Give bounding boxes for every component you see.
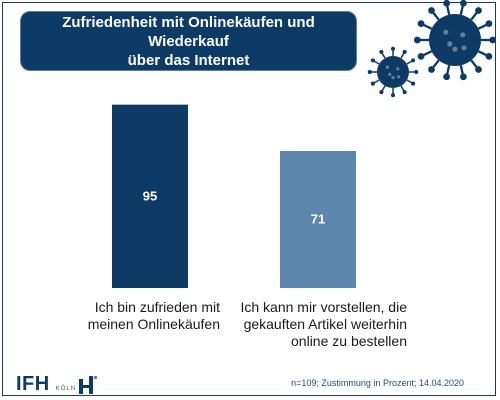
coronavirus-icon — [413, 0, 497, 81]
category-label-line: Ich bin zufrieden mit — [94, 299, 220, 315]
category-label-reorder: Ich kann mir vorstellen, die gekauften Ar… — [240, 299, 407, 350]
ifh-logo: IFH KÖLN — [16, 372, 98, 395]
logo-text: IFH — [16, 373, 50, 395]
logo-mark-icon — [79, 376, 98, 394]
chart-title-line-1: Zufriedenheit mit Onlinekäufen und Wiede… — [62, 13, 315, 50]
category-label-line: online zu bestellen — [291, 333, 407, 349]
category-label-line: meinen Onlinekäufen — [87, 316, 220, 332]
value-label-satisfied: 95 — [143, 188, 157, 203]
logo-city: KÖLN — [55, 386, 77, 392]
bar-reorder — [280, 150, 356, 288]
category-label-line: Ich kann mir vorstellen, die — [240, 299, 407, 315]
bar-satisfied — [112, 104, 188, 289]
category-label-line: gekauften Artikel weiterhin — [243, 316, 407, 332]
chart-title-line-2: über das Internet — [127, 51, 250, 69]
coronavirus-icon-group — [367, 0, 497, 98]
footnote: n=109; Zustimmung in Prozent; 14.04.2020 — [291, 378, 464, 388]
chart-title: Zufriedenheit mit Onlinekäufen und Wiede… — [20, 11, 357, 71]
value-label-reorder: 71 — [311, 211, 325, 226]
coronavirus-icon — [367, 46, 419, 98]
category-label-satisfied: Ich bin zufrieden mit meinen Onlinekäufen — [88, 299, 220, 333]
